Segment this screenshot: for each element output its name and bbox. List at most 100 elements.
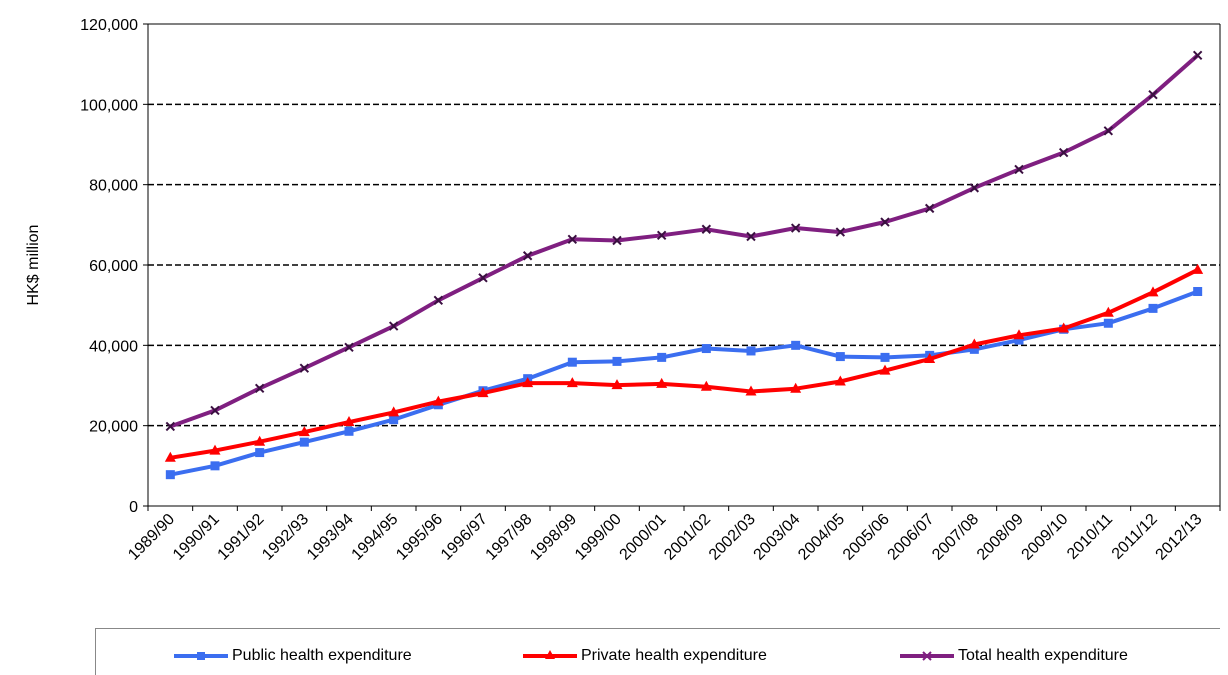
data-point: [343, 416, 355, 427]
data-point: [1014, 164, 1024, 175]
series-line: [169, 289, 1199, 477]
x-tick-label: 2011/12: [1109, 511, 1161, 563]
data-point: [1058, 147, 1069, 158]
data-point: [790, 382, 802, 393]
data-point: [522, 251, 533, 261]
x-tick-label: 1994/95: [349, 511, 402, 564]
data-point: [432, 395, 444, 406]
x-tick-label: 1991/92: [215, 511, 268, 564]
x-tick-label: 2000/01: [617, 511, 670, 564]
data-point: [478, 273, 488, 283]
data-point: [344, 342, 354, 353]
data-point: [924, 203, 935, 214]
series-line: [169, 268, 1199, 460]
data-point: [522, 377, 534, 388]
y-axis-ticks: 0 20,000 40,000 60,000 80,000 100,000 120,000: [80, 17, 148, 516]
data-point: [1102, 306, 1114, 317]
legend-label-public: Public health expenditure: [232, 647, 412, 664]
x-tick-label: 2002/03: [706, 511, 759, 564]
x-tick-label: 1998/99: [527, 511, 580, 564]
data-point: [1013, 329, 1025, 340]
data-point: [165, 421, 176, 432]
data-point: [209, 444, 221, 455]
data-point: [880, 352, 890, 362]
data-point: [1058, 322, 1070, 333]
data-point: [746, 346, 756, 356]
data-point: [656, 377, 668, 388]
data-point: [969, 183, 980, 193]
data-point: [477, 387, 489, 398]
data-point: [835, 352, 845, 362]
legend-item-public: Public health expenditure: [172, 646, 412, 666]
data-point: [1192, 50, 1203, 61]
y-tick-label: 0: [129, 499, 138, 516]
data-point: [567, 357, 577, 367]
legend-swatch-total: [900, 651, 954, 661]
data-point: [611, 379, 623, 390]
x-tick-label: 1992/93: [259, 511, 312, 564]
y-tick-label: 80,000: [89, 178, 138, 195]
data-point: [1103, 126, 1114, 136]
x-tick-label: 2007/08: [929, 511, 982, 564]
data-point: [254, 383, 265, 394]
x-tick-label: 1996/97: [438, 511, 491, 564]
data-point: [745, 385, 757, 396]
x-tick-label: 2008/09: [974, 511, 1027, 564]
x-axis-ticks: 1989/901990/911991/921992/931993/941994/…: [125, 506, 1221, 564]
y-tick-label: 100,000: [80, 97, 138, 114]
data-point: [299, 363, 310, 373]
y-tick-label: 40,000: [89, 338, 138, 355]
data-point: [612, 356, 622, 366]
data-point: [1193, 287, 1203, 297]
data-point: [879, 364, 891, 375]
series-1: [165, 287, 1203, 480]
data-point: [834, 375, 846, 386]
data-point: [299, 437, 309, 447]
data-point: [254, 435, 266, 446]
data-point: [1147, 286, 1159, 297]
x-tick-label: 2010/11: [1064, 511, 1116, 563]
y-tick-label: 120,000: [80, 17, 138, 34]
legend-item-private: Private health expenditure: [521, 646, 767, 666]
series-line: [169, 53, 1200, 429]
data-point: [210, 405, 220, 416]
series-2: [164, 263, 1204, 462]
x-tick-label: 1995/96: [393, 511, 446, 564]
data-point: [746, 231, 756, 242]
data-point: [791, 340, 801, 350]
x-tick-label: 2009/10: [1019, 511, 1072, 564]
x-tick-label: 2003/04: [751, 511, 804, 564]
data-point: [968, 338, 980, 349]
y-tick-label: 20,000: [89, 419, 138, 436]
x-tick-label: 2005/06: [840, 511, 893, 564]
data-point: [880, 217, 890, 227]
x-tick-label: 2006/07: [885, 511, 938, 564]
data-point: [1148, 89, 1158, 100]
x-tick-label: 2012/13: [1153, 511, 1206, 564]
data-point: [924, 352, 936, 363]
data-point: [835, 227, 846, 237]
data-point: [790, 223, 801, 233]
legend-item-total: Total health expenditure: [898, 646, 1128, 666]
data-point: [1192, 263, 1204, 274]
legend-label-total: Total health expenditure: [958, 647, 1128, 664]
data-point: [165, 470, 175, 480]
data-point: [388, 406, 400, 417]
data-point: [164, 451, 176, 462]
data-point: [969, 344, 979, 354]
data-point: [1148, 303, 1158, 313]
data-point: [1014, 335, 1024, 345]
data-point: [612, 235, 622, 246]
data-point: [388, 321, 399, 331]
data-point: [701, 344, 711, 354]
data-point: [567, 234, 578, 245]
legend-swatch-private: [523, 650, 577, 659]
data-point: [566, 377, 578, 388]
data-point: [344, 426, 354, 436]
data-point: [657, 352, 667, 362]
data-point: [1103, 318, 1113, 328]
series-3: [165, 50, 1203, 432]
x-tick-label: 1997/98: [483, 511, 536, 564]
data-point: [255, 448, 265, 458]
data-point: [210, 461, 220, 471]
